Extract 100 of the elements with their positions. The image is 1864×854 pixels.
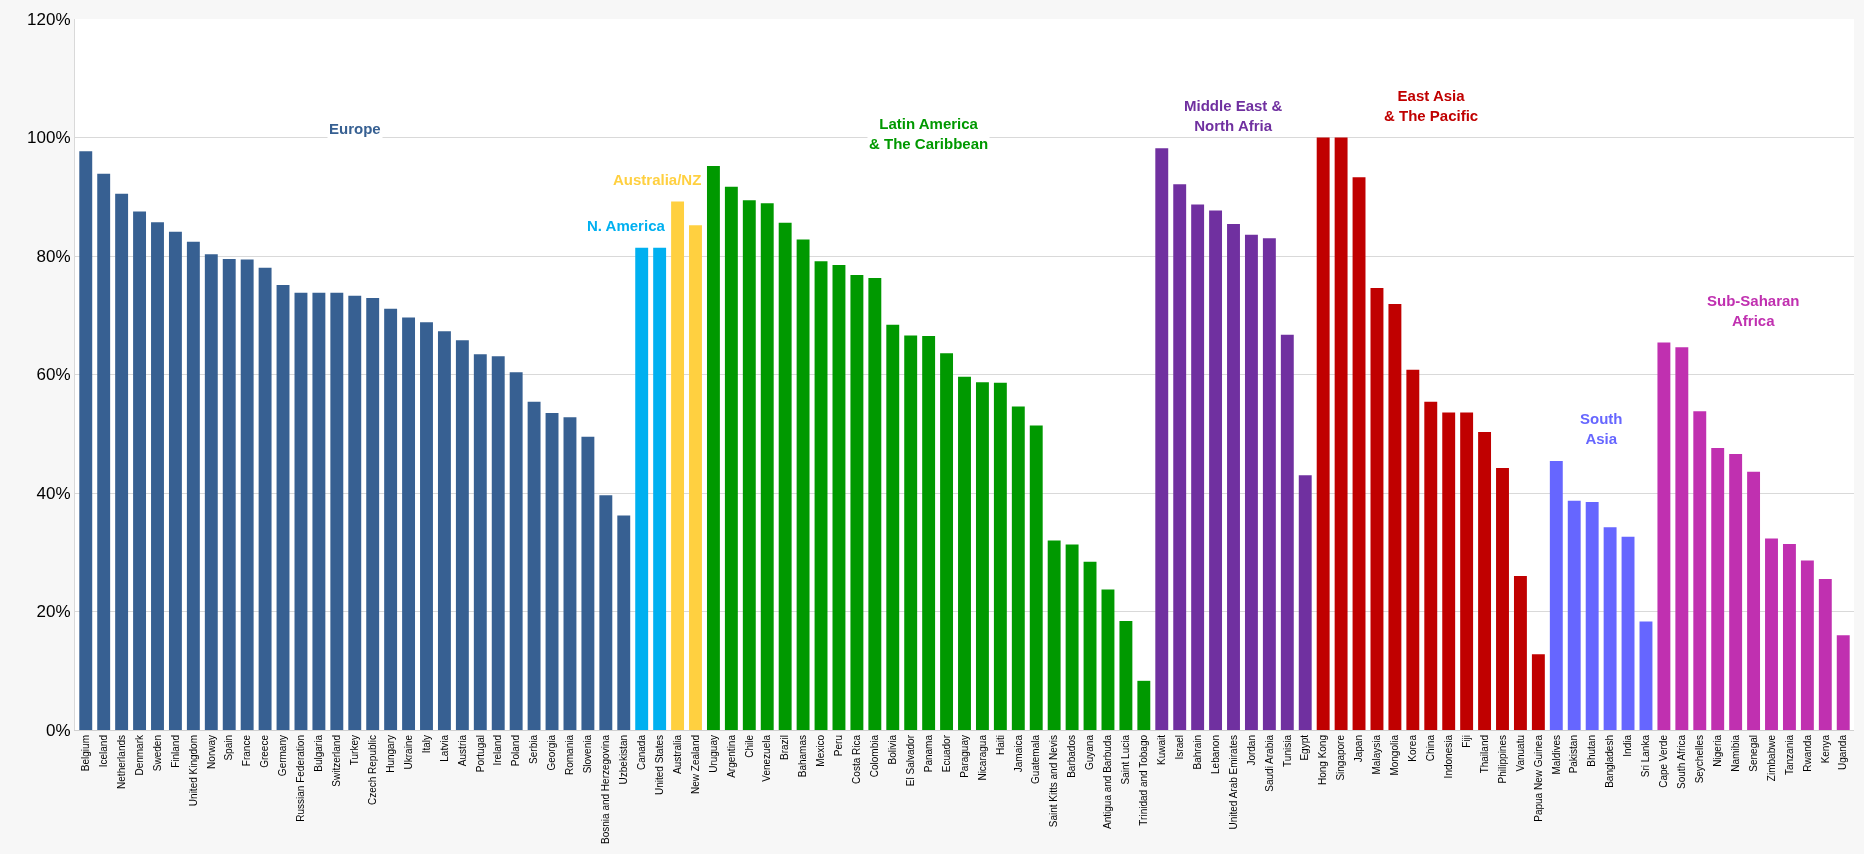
x-tick-label: Uganda [1837, 734, 1849, 771]
bar [796, 239, 810, 730]
bar [168, 231, 182, 730]
bar [509, 372, 523, 730]
bar [689, 225, 702, 730]
bar [151, 222, 164, 730]
bar [1137, 680, 1151, 730]
bar [186, 241, 200, 730]
x-tick-label: Czech Republic [366, 735, 378, 806]
bar [1442, 412, 1456, 730]
bar [437, 331, 451, 730]
x-tick-label: Egypt [1299, 734, 1311, 761]
text: Europe [329, 120, 381, 137]
x-tick-label: Ireland [492, 735, 504, 766]
bar [760, 203, 774, 730]
x-tick-label: Spain [223, 735, 235, 761]
bar [635, 247, 649, 730]
bar [868, 277, 882, 730]
bar [1675, 347, 1689, 730]
bar [1280, 334, 1294, 730]
x-tick-label: Uzbekistan [618, 735, 630, 785]
x-tick-label: El Salvador [904, 734, 916, 787]
x-tick-label: New Zealand [689, 735, 701, 794]
x-tick-label: Guyana [1084, 734, 1096, 771]
bar [975, 382, 989, 730]
x-tick-label: Colombia [869, 734, 881, 778]
x-tick-label: Singapore [1335, 734, 1347, 781]
x-tick-label: Tanzania [1783, 734, 1795, 776]
bar [1244, 234, 1258, 730]
bar [545, 413, 559, 730]
bar [276, 285, 290, 730]
x-tick-label: Saint Lucia [1120, 734, 1132, 785]
x-tick-label: Bhutan [1586, 735, 1598, 767]
bar [1029, 425, 1043, 730]
x-tick-label: Kuwait [1156, 734, 1168, 766]
x-tick-label: Sri Lanka [1640, 734, 1652, 778]
x-tick-label: Jordan [1245, 735, 1257, 766]
x-tick-label: Hong Kong [1317, 735, 1329, 786]
x-tick-label: Germany [277, 735, 289, 777]
bar [1298, 475, 1312, 730]
x-tick-label: Antigua and Barbuda [1102, 734, 1114, 829]
bar [1262, 238, 1276, 730]
bar [653, 247, 667, 730]
x-tick-label: Fiji [1460, 735, 1472, 748]
x-tick-label: Korea [1407, 734, 1419, 762]
bar [1227, 224, 1240, 730]
x-tick-label: Italy [420, 735, 432, 754]
x-tick-label: South Africa [1676, 734, 1688, 789]
x-tick-label: Ecuador [940, 734, 952, 773]
x-tick-label: Vanuatu [1514, 735, 1526, 772]
bar [1567, 500, 1581, 730]
bar [1478, 431, 1492, 730]
bar [671, 201, 685, 730]
text: East Asia & The Pacific [1384, 87, 1479, 124]
x-tick-label: Haiti [994, 735, 1006, 756]
bar [455, 340, 469, 730]
x-tick-label: Bahrain [1191, 735, 1203, 770]
x-tick-label: Belgium [80, 735, 92, 772]
bar [742, 200, 756, 730]
x-tick-label: Israel [1173, 735, 1185, 760]
bar [1101, 589, 1115, 730]
x-tick-label: Latvia [438, 734, 450, 762]
bar [1693, 411, 1707, 730]
bar [1406, 369, 1420, 730]
bar [958, 376, 971, 730]
bar [1585, 501, 1599, 730]
bar [1496, 468, 1509, 730]
x-tick-label: Sweden [151, 735, 163, 772]
bar [384, 308, 398, 730]
bar [1388, 303, 1402, 730]
bar [115, 193, 129, 730]
x-tick-label: Peru [833, 735, 845, 757]
bar [1209, 210, 1223, 730]
x-tick-label: Japan [1353, 735, 1365, 763]
x-tick-label: France [241, 734, 253, 767]
x-tick-label: India [1622, 734, 1634, 757]
x-tick-label: Maldives [1550, 735, 1562, 775]
bar [814, 261, 828, 730]
x-tick-label: Mongolia [1389, 734, 1401, 776]
x-tick-label: Australia [671, 734, 683, 774]
text: Latin America & The Caribbean [869, 115, 989, 152]
bar [258, 267, 272, 730]
bar [1119, 620, 1133, 730]
x-tick-label: Nigeria [1711, 734, 1723, 767]
bar [1639, 621, 1653, 730]
bar [473, 354, 487, 730]
x-tick-label: Kenya [1819, 734, 1831, 764]
series-label: Australia/NZ [613, 171, 702, 188]
bar [1603, 527, 1617, 730]
bar [706, 165, 720, 730]
x-tick-label: Iceland [97, 735, 109, 768]
x-tick-label: Turkey [349, 735, 361, 766]
bar [1011, 406, 1025, 730]
bar [1531, 654, 1545, 730]
x-tick-label: Chile [743, 734, 755, 758]
bar [1747, 471, 1761, 730]
bar [1836, 635, 1850, 730]
bar [1621, 536, 1635, 730]
x-tick-label: Finland [169, 735, 181, 768]
bar [97, 173, 111, 730]
